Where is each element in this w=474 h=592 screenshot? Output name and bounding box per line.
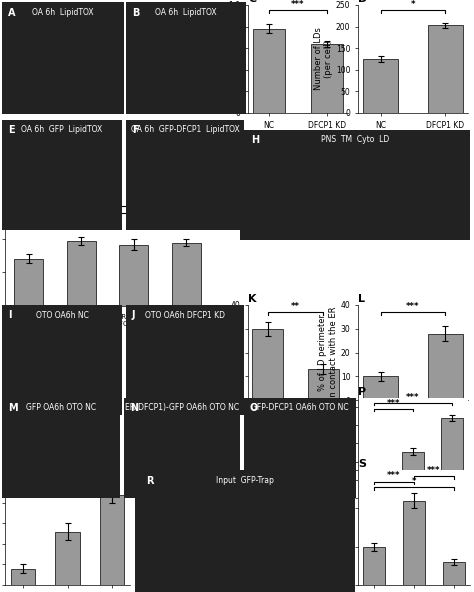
Text: OTO OA6h DFCP1 KD: OTO OA6h DFCP1 KD	[145, 310, 225, 320]
Text: K: K	[248, 294, 256, 304]
Bar	[67, 241, 96, 306]
Text: C: C	[248, 0, 256, 4]
Bar	[308, 369, 339, 400]
Bar	[428, 333, 463, 400]
Text: I: I	[8, 310, 11, 320]
Bar	[402, 452, 424, 498]
Text: *: *	[412, 477, 416, 486]
Text: ***: ***	[427, 465, 441, 475]
Text: R: R	[146, 476, 154, 486]
Text: ***: ***	[387, 471, 401, 480]
Text: N: N	[130, 403, 138, 413]
Text: OA 6h  LipidTOX: OA 6h LipidTOX	[155, 8, 217, 17]
Text: OA 6h  GFP  LipidTOX: OA 6h GFP LipidTOX	[21, 126, 103, 134]
Text: P: P	[358, 387, 366, 397]
Text: G: G	[5, 187, 14, 197]
Text: ***: ***	[48, 210, 62, 218]
Text: PNS  TM  Cyto  LD: PNS TM Cyto LD	[321, 136, 389, 144]
Text: ER(DFCP1)-GFP OA6h OTO NC: ER(DFCP1)-GFP OA6h OTO NC	[125, 403, 239, 412]
Text: F: F	[132, 126, 138, 136]
Text: M: M	[8, 403, 18, 413]
Text: J: J	[132, 310, 136, 320]
Bar	[443, 562, 465, 585]
Text: ***: ***	[101, 196, 114, 205]
Text: ***: ***	[406, 302, 420, 311]
Text: GFP OA6h OTO NC: GFP OA6h OTO NC	[26, 403, 96, 412]
Text: ***: ***	[406, 392, 420, 401]
Text: ***: ***	[387, 399, 400, 408]
Bar	[55, 532, 80, 585]
Bar	[363, 59, 399, 113]
Bar	[363, 546, 385, 585]
Text: O: O	[250, 403, 258, 413]
Text: S: S	[358, 459, 366, 469]
Y-axis label: Size of LDs (μm): Size of LDs (μm)	[217, 25, 226, 94]
Text: ***: ***	[291, 1, 305, 9]
Bar	[363, 377, 399, 400]
Bar	[11, 568, 35, 585]
Text: D: D	[358, 0, 367, 4]
Text: *: *	[411, 0, 415, 9]
Bar	[172, 243, 201, 306]
Text: ***: ***	[61, 468, 74, 477]
Bar	[311, 44, 344, 113]
Bar	[252, 329, 283, 400]
Bar	[428, 25, 463, 113]
Bar	[100, 495, 124, 585]
Text: H: H	[252, 136, 260, 146]
Text: E: E	[8, 126, 15, 136]
Bar	[403, 501, 425, 585]
Y-axis label: Number of LDs
(per cell): Number of LDs (per cell)	[314, 28, 333, 91]
Text: OA 6h  GFP-DFCP1  LipidTOX: OA 6h GFP-DFCP1 LipidTOX	[131, 126, 239, 134]
Bar	[363, 479, 384, 498]
Bar	[14, 259, 43, 306]
Text: Input  GFP-Trap: Input GFP-Trap	[216, 476, 274, 485]
Text: Q: Q	[5, 459, 14, 469]
Text: B: B	[132, 8, 139, 18]
Text: GFP-DFCP1 OA6h OTO NC: GFP-DFCP1 OA6h OTO NC	[251, 403, 349, 412]
Y-axis label: % of LDs
in contact with the ER: % of LDs in contact with the ER	[314, 402, 333, 494]
Text: L: L	[358, 294, 365, 304]
Bar	[253, 29, 285, 113]
Bar	[119, 244, 148, 306]
Y-axis label: % of LDs
in contact with the ER: % of LDs in contact with the ER	[209, 306, 228, 399]
Text: A: A	[8, 8, 16, 18]
Y-axis label: Relative
DGAT2-GFP
(anti-GFP): Relative DGAT2-GFP (anti-GFP)	[313, 503, 343, 552]
Y-axis label: % of LD perimeter
in contact with the ER: % of LD perimeter in contact with the ER	[319, 306, 338, 399]
Text: OTO OA6h NC: OTO OA6h NC	[36, 310, 89, 320]
Bar	[441, 418, 463, 498]
Text: ***: ***	[74, 203, 88, 212]
Text: OA 6h  LipidTOX: OA 6h LipidTOX	[32, 8, 94, 17]
Text: **: **	[291, 302, 300, 311]
